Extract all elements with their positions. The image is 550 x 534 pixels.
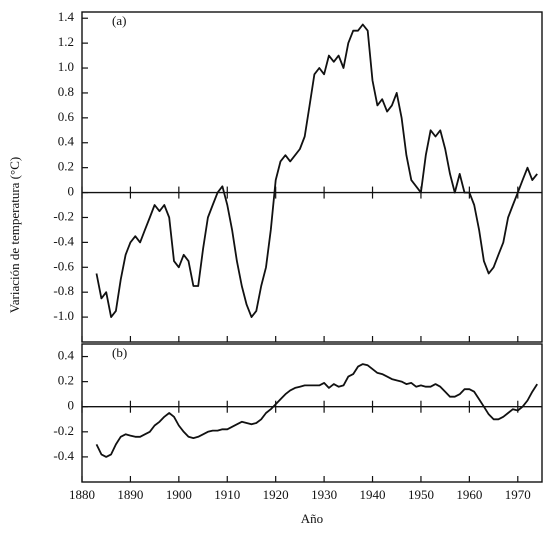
y-axis-label: Variación de temperatura (°C): [7, 157, 22, 313]
x-tick-label: 1900: [166, 487, 192, 502]
x-tick-label: 1930: [311, 487, 337, 502]
y-tick-label: 0.4: [58, 348, 75, 363]
y-tick-label: 0: [68, 398, 75, 413]
x-tick-label: 1960: [456, 487, 482, 502]
x-tick-label: 1910: [214, 487, 240, 502]
y-tick-label: -0.4: [53, 233, 74, 248]
y-tick-label: -0.8: [53, 283, 74, 298]
x-tick-label: 1950: [408, 487, 434, 502]
y-tick-label: 1.4: [58, 9, 75, 24]
x-tick-label: 1940: [360, 487, 386, 502]
y-tick-label: -0.2: [53, 423, 74, 438]
plot-frame: [81, 11, 543, 343]
y-tick-label: 0: [68, 184, 75, 199]
y-tick-label: 0.8: [58, 84, 74, 99]
x-axis-label: Año: [301, 511, 323, 526]
y-tick-label: 1.2: [58, 34, 74, 49]
y-tick-label: 0.2: [58, 159, 74, 174]
x-tick-label: 1890: [117, 487, 143, 502]
x-tick-label: 1880: [69, 487, 95, 502]
y-tick-label: 0.2: [58, 373, 74, 388]
y-tick-label: -0.2: [53, 208, 74, 223]
panel-label: (b): [112, 345, 127, 360]
y-tick-label: 0.4: [58, 134, 75, 149]
y-tick-label: -0.4: [53, 448, 74, 463]
plot-frame: [81, 343, 543, 483]
panel-label: (a): [112, 13, 126, 28]
x-tick-label: 1920: [263, 487, 289, 502]
x-tick-label: 1970: [505, 487, 531, 502]
temperature-line: [95, 23, 538, 318]
y-tick-label: 1.0: [58, 59, 74, 74]
y-tick-label: -0.6: [53, 258, 74, 273]
y-tick-label: -1.0: [53, 308, 74, 323]
y-tick-label: 0.6: [58, 109, 75, 124]
temperature-line: [95, 363, 538, 458]
